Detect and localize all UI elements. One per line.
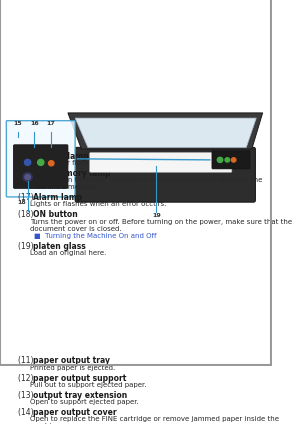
Text: Open to replace the FINE cartridge or remove jammed paper inside the machine.: Open to replace the FINE cartridge or re… <box>30 416 279 424</box>
Text: (14): (14) <box>18 408 36 417</box>
Text: Lights or flashes when an error occurs.: Lights or flashes when an error occurs. <box>30 201 166 207</box>
Text: Load an original here.: Load an original here. <box>30 251 106 257</box>
Text: POWER lamp: POWER lamp <box>33 152 88 161</box>
Text: (18): (18) <box>18 210 35 219</box>
Text: Open to support ejected paper.: Open to support ejected paper. <box>30 399 139 405</box>
Polygon shape <box>75 118 256 148</box>
Text: (15): (15) <box>18 152 36 161</box>
Text: paper output support: paper output support <box>33 374 126 382</box>
Text: platen glass: platen glass <box>33 242 86 251</box>
FancyBboxPatch shape <box>6 121 75 197</box>
Polygon shape <box>68 113 262 149</box>
Text: 18: 18 <box>17 200 26 205</box>
Circle shape <box>231 158 236 162</box>
Circle shape <box>49 161 54 166</box>
Circle shape <box>38 159 44 165</box>
FancyBboxPatch shape <box>212 151 250 169</box>
FancyBboxPatch shape <box>14 145 68 188</box>
Text: ON button: ON button <box>33 210 77 219</box>
Text: 19: 19 <box>152 213 161 218</box>
Text: Pull out to support ejected paper.: Pull out to support ejected paper. <box>30 382 146 388</box>
Text: (13): (13) <box>18 391 36 400</box>
Text: Turns the power on or off. Before turning on the power, make sure that the docum: Turns the power on or off. Before turnin… <box>30 219 292 232</box>
Text: Alarm lamp: Alarm lamp <box>33 193 82 202</box>
Text: ■  Turning the Machine On and Off: ■ Turning the Machine On and Off <box>34 233 156 239</box>
Circle shape <box>217 157 223 162</box>
Text: output tray extension: output tray extension <box>33 391 127 400</box>
Text: 17: 17 <box>46 121 55 126</box>
Circle shape <box>25 159 31 165</box>
Circle shape <box>225 158 230 162</box>
Text: paper output tray: paper output tray <box>33 357 110 365</box>
Text: (11): (11) <box>18 357 35 365</box>
FancyBboxPatch shape <box>90 153 232 172</box>
Text: (16): (16) <box>18 169 36 178</box>
Text: (12): (12) <box>18 374 35 382</box>
Text: 16: 16 <box>30 121 39 126</box>
FancyBboxPatch shape <box>75 148 255 202</box>
Text: Lights after flashing when the power is turned on.: Lights after flashing when the power is … <box>30 160 205 166</box>
Text: paper output cover: paper output cover <box>33 408 116 417</box>
Text: FAX Memory lamp: FAX Memory lamp <box>33 169 110 178</box>
Circle shape <box>25 174 30 180</box>
Text: Printed paper is ejected.: Printed paper is ejected. <box>30 365 115 371</box>
Text: (17): (17) <box>18 193 36 202</box>
Text: (19): (19) <box>18 242 36 251</box>
Text: Lights when there are received or unsent documents stored in the machine's memor: Lights when there are received or unsent… <box>30 177 262 190</box>
Text: 15: 15 <box>14 121 22 126</box>
Circle shape <box>23 173 32 181</box>
